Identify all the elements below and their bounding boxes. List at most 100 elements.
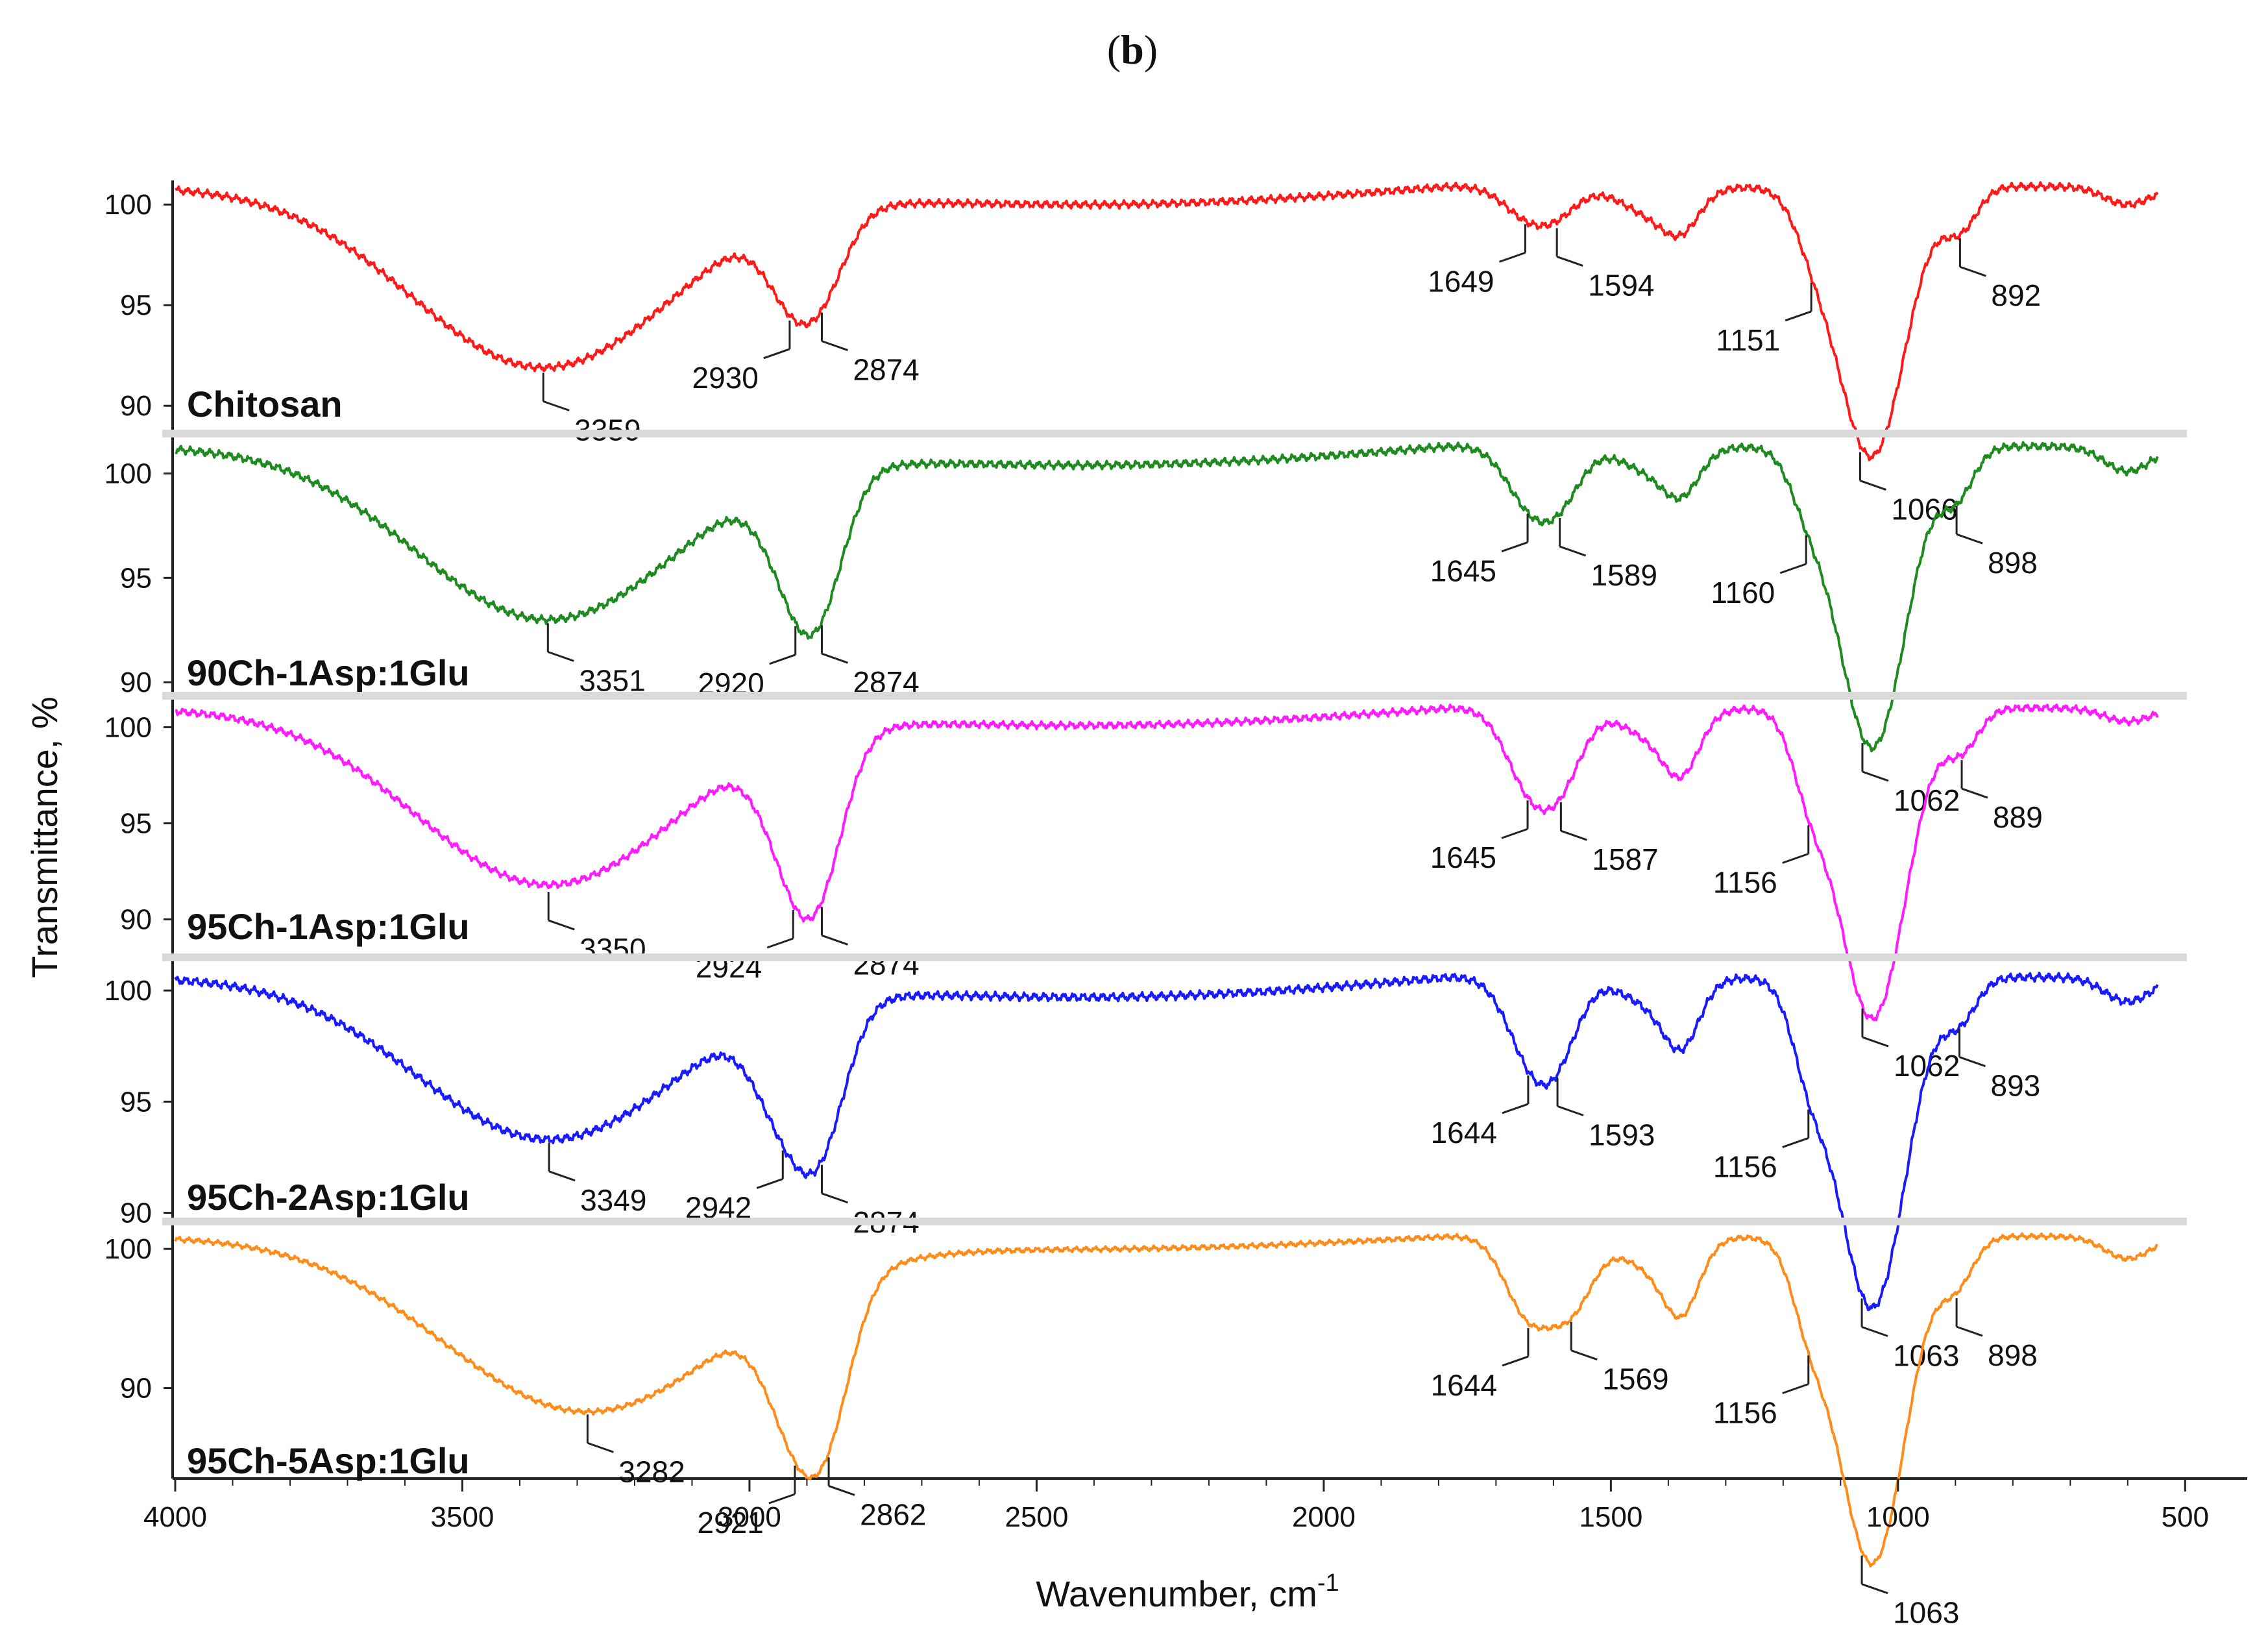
x-tick-label: 500 xyxy=(2162,1501,2209,1533)
peak-label: 2874 xyxy=(853,353,919,387)
y-tick-label: 90 xyxy=(120,390,152,422)
y-axis-title: Transmittance, % xyxy=(24,696,65,978)
peak-leader-leg xyxy=(821,652,848,664)
peak-leader-leg xyxy=(756,1178,783,1189)
peak-label: 1156 xyxy=(1713,1395,1777,1429)
series-name-label: 95Ch-5Asp:1Glu xyxy=(187,1440,470,1481)
peak-label: 1589 xyxy=(1591,558,1657,592)
series-panel: 100 90 95Ch-5Asp:1Glu 3282 2921 2862 1644 1569 1… xyxy=(104,1232,2158,1630)
peak-leader-leg xyxy=(1861,1326,1888,1337)
peak-leader-leg xyxy=(1557,1105,1584,1116)
y-tick-label: 100 xyxy=(104,1233,152,1265)
y-tick-label: 100 xyxy=(104,975,152,1007)
peak-label: 1594 xyxy=(1588,268,1654,302)
peak-leader-leg xyxy=(763,348,790,360)
peak-label: 3282 xyxy=(618,1455,685,1488)
peak-label: 1156 xyxy=(1713,1149,1777,1183)
peak-leader-leg xyxy=(1959,265,1986,277)
peak-label: 1593 xyxy=(1589,1118,1655,1151)
peak-label: 1156 xyxy=(1713,865,1777,899)
peak-leader-leg xyxy=(768,1493,796,1505)
peak-label: 1645 xyxy=(1430,554,1496,588)
y-tick-label: 90 xyxy=(120,667,152,698)
peak-leader-leg xyxy=(766,937,794,949)
peak-leader-leg xyxy=(1859,480,1886,491)
peak-label: 2921 xyxy=(698,1506,764,1540)
peak-label: 1569 xyxy=(1602,1362,1668,1396)
peak-leader-leg xyxy=(1961,787,1988,799)
peak-leader-leg xyxy=(543,400,570,412)
peak-leader-leg xyxy=(547,650,574,662)
peak-leader-leg xyxy=(1501,541,1528,552)
peak-leader-leg xyxy=(821,934,848,946)
y-tick-label: 95 xyxy=(120,808,152,840)
peak-label: 1644 xyxy=(1431,1368,1497,1402)
spectrum-line xyxy=(174,181,2159,461)
peak-label: 2930 xyxy=(692,361,759,395)
series-name-label: Chitosan xyxy=(187,384,343,424)
peak-leader-leg xyxy=(548,1170,576,1182)
peak-label: 893 xyxy=(1991,1069,2041,1103)
peak-leader-leg xyxy=(1782,1383,1809,1394)
peak-leader-leg xyxy=(1502,1355,1529,1367)
peak-leader-leg xyxy=(1779,563,1807,574)
peak-leader-leg xyxy=(1782,1137,1809,1148)
peak-leader-leg xyxy=(1556,256,1583,267)
peak-leader-leg xyxy=(1785,310,1812,322)
peak-leader-leg xyxy=(1959,1056,1986,1068)
x-tick-label: 4000 xyxy=(143,1501,207,1533)
spectrum-line xyxy=(174,972,2159,1311)
peak-label: 2874 xyxy=(853,947,919,981)
x-tick-label: 2500 xyxy=(1005,1501,1068,1533)
peak-leader-leg xyxy=(1560,829,1587,841)
peak-label: 1644 xyxy=(1431,1116,1497,1149)
peak-leader-leg xyxy=(1862,770,1889,782)
x-tick-label: 2000 xyxy=(1292,1501,1356,1533)
peak-leader-leg xyxy=(587,1442,614,1453)
y-tick-label: 100 xyxy=(104,711,152,743)
peak-label: 1063 xyxy=(1893,1338,1959,1372)
y-tick-label: 95 xyxy=(120,289,152,321)
peak-leader-leg xyxy=(769,654,796,665)
peak-leader-leg xyxy=(1502,1103,1529,1114)
peak-leader-leg xyxy=(1570,1349,1598,1361)
peak-leader-leg xyxy=(1499,251,1526,263)
y-tick-label: 100 xyxy=(104,189,152,221)
peak-label: 1649 xyxy=(1428,264,1494,298)
series-panel: 100959095Ch-2Asp:1Glu3349294228741644159… xyxy=(104,972,2187,1372)
peak-label: 1587 xyxy=(1592,842,1658,876)
series-name-label: 90Ch-1Asp:1Glu xyxy=(187,652,470,693)
peak-label: 892 xyxy=(1991,278,2041,312)
y-tick-label: 95 xyxy=(120,1086,152,1118)
y-tick-label: 100 xyxy=(104,458,152,489)
peak-leader-leg xyxy=(548,919,575,931)
spectrum-line xyxy=(174,1232,2158,1567)
peak-label: 1160 xyxy=(1711,576,1775,609)
peak-label: 1063 xyxy=(1893,1596,1959,1630)
peak-label: 1645 xyxy=(1430,841,1496,874)
peak-leader-leg xyxy=(1782,853,1809,864)
x-tick-label: 1000 xyxy=(1866,1501,1930,1533)
peak-leader-leg xyxy=(1956,533,1983,545)
y-tick-label: 90 xyxy=(120,904,152,936)
peak-leader-leg xyxy=(1861,1583,1888,1595)
peak-label: 2862 xyxy=(860,1497,926,1531)
y-tick-label: 90 xyxy=(120,1373,152,1405)
spectrum-line xyxy=(175,703,2159,1022)
peak-leader-leg xyxy=(1862,1036,1889,1048)
series-name-label: 95Ch-1Asp:1Glu xyxy=(187,906,470,947)
peak-label: 898 xyxy=(1988,1338,2038,1372)
x-tick-label: 1500 xyxy=(1579,1501,1642,1533)
series-panel: 1009590Chitosan3359293028741649159411511… xyxy=(104,181,2187,526)
peak-leader-leg xyxy=(1559,545,1587,557)
peak-leader-leg xyxy=(1956,1325,1983,1337)
peak-leader-leg xyxy=(828,1484,855,1496)
peak-leader-leg xyxy=(821,340,848,351)
x-axis-title: Wavenumber, cm-1 xyxy=(1036,1569,1339,1614)
peak-label: 898 xyxy=(1988,546,2038,580)
series-name-label: 95Ch-2Asp:1Glu xyxy=(187,1177,470,1218)
peak-label: 3349 xyxy=(580,1183,646,1217)
